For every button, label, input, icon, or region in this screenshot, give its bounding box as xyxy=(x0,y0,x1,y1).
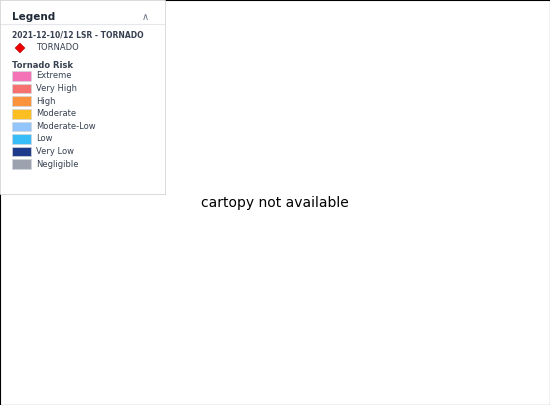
Text: cartopy not available: cartopy not available xyxy=(201,196,349,209)
Text: TORNADO: TORNADO xyxy=(36,43,79,52)
Text: Moderate: Moderate xyxy=(36,109,76,118)
Text: Tornado Risk: Tornado Risk xyxy=(12,61,73,70)
FancyBboxPatch shape xyxy=(12,147,31,156)
Text: High: High xyxy=(36,96,56,106)
FancyBboxPatch shape xyxy=(12,109,31,119)
FancyBboxPatch shape xyxy=(12,122,31,131)
FancyBboxPatch shape xyxy=(12,83,31,93)
Text: Legend: Legend xyxy=(12,12,55,21)
Text: ∧: ∧ xyxy=(141,12,148,21)
Text: Very Low: Very Low xyxy=(36,147,74,156)
FancyBboxPatch shape xyxy=(12,160,31,169)
Text: 2021-12-10/12 LSR - TORNADO: 2021-12-10/12 LSR - TORNADO xyxy=(12,30,143,39)
FancyBboxPatch shape xyxy=(12,71,31,81)
Text: Moderate-Low: Moderate-Low xyxy=(36,122,96,131)
Text: Low: Low xyxy=(36,134,53,143)
FancyBboxPatch shape xyxy=(12,134,31,144)
Text: Negligible: Negligible xyxy=(36,160,79,169)
Text: Extreme: Extreme xyxy=(36,71,72,80)
FancyBboxPatch shape xyxy=(12,96,31,106)
Text: Very High: Very High xyxy=(36,84,78,93)
